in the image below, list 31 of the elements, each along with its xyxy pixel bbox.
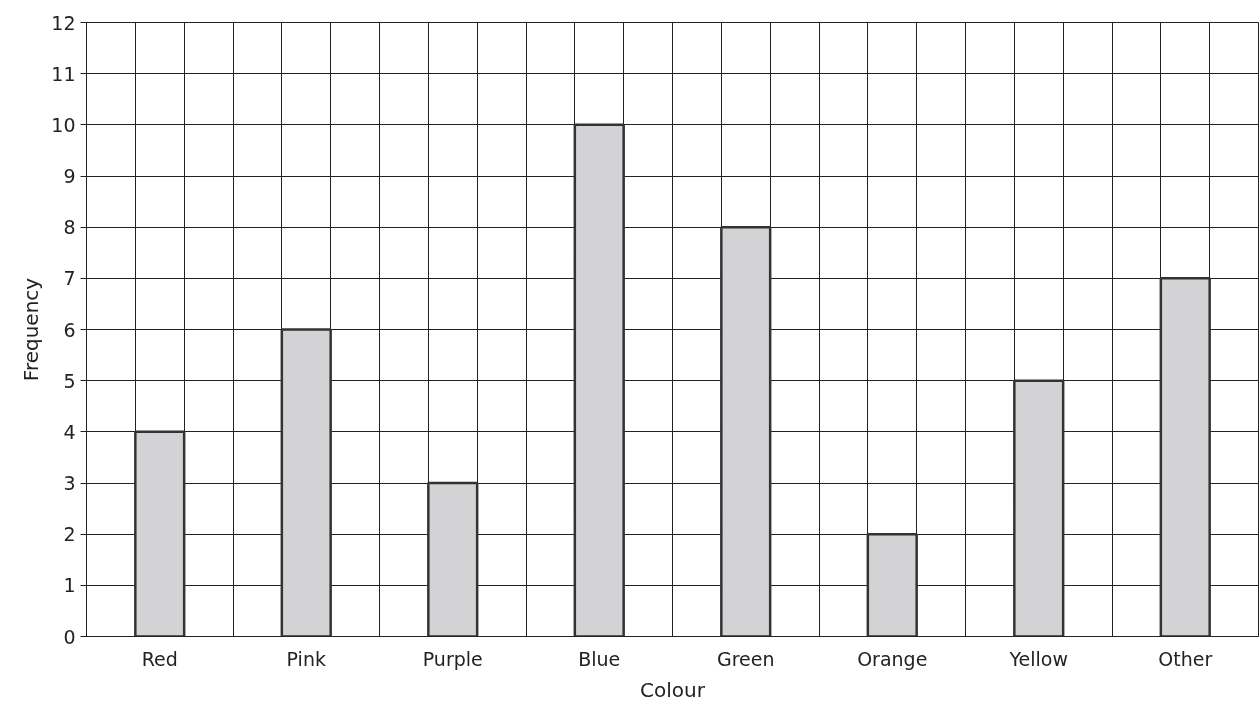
x-tick-label: Green [716, 647, 775, 670]
x-axis-title: Colour [640, 677, 706, 702]
y-tick-label: 9 [63, 165, 76, 187]
bar [1159, 277, 1211, 637]
bar [720, 225, 772, 637]
y-tick-label: 2 [63, 523, 76, 546]
bar [573, 123, 625, 637]
bar [866, 532, 918, 637]
y-tick-label: 12 [51, 11, 76, 34]
y-tick-label: 1 [63, 574, 76, 597]
x-tick-label: Orange [857, 647, 928, 670]
y-tick-label: 11 [51, 62, 76, 85]
x-tick-label: Pink [286, 647, 326, 670]
bar [280, 328, 332, 637]
y-tick-label: 6 [63, 318, 76, 341]
x-tick-label: Purple [422, 647, 483, 670]
y-axis-title: Frequency [19, 277, 44, 382]
bar [1013, 379, 1065, 637]
y-tick-label: 4 [63, 420, 76, 443]
x-tick-label: Yellow [1008, 647, 1068, 670]
bar [427, 481, 479, 637]
y-tick-label: 3 [63, 472, 76, 494]
x-tick-label: Red [141, 647, 178, 670]
y-tick-label: 8 [63, 216, 76, 239]
y-tick-label: 5 [63, 369, 76, 392]
y-tick-label: 10 [51, 113, 76, 136]
x-tick-label: Other [1158, 647, 1213, 670]
y-tick-label: 0 [63, 625, 76, 648]
bar [134, 430, 186, 637]
y-tick-label: 7 [63, 267, 76, 290]
x-tick-label: Blue [578, 647, 621, 670]
